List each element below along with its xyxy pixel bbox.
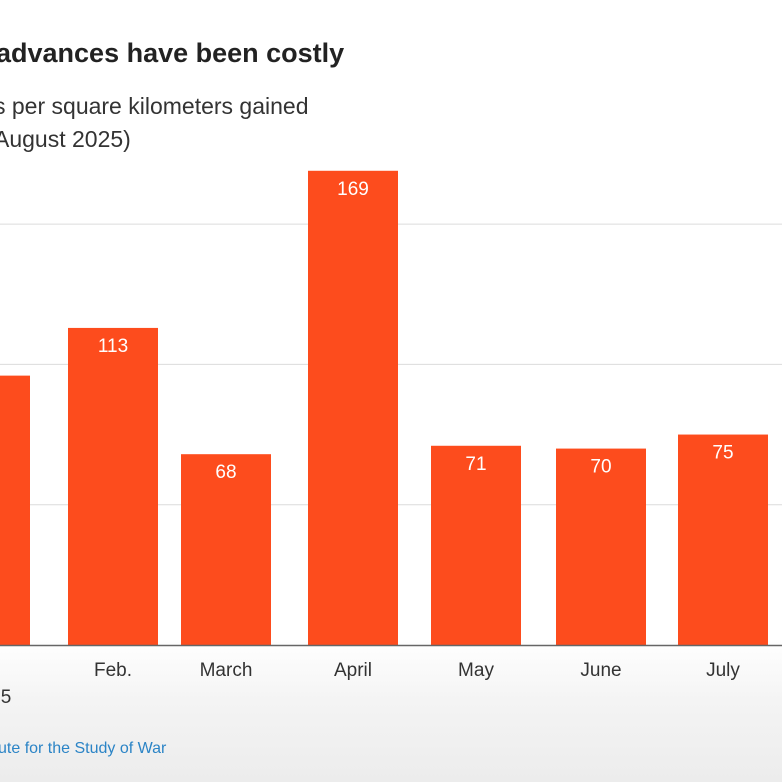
bar-value-label-3: 68	[215, 462, 236, 483]
bar-7[interactable]	[678, 434, 768, 645]
x-tick-sublabel-1: 5	[1, 687, 12, 708]
bar-value-label-6: 70	[590, 457, 611, 478]
source-credit[interactable]: ute for the Study of War	[0, 740, 167, 757]
chart-title: advances have been costly	[0, 38, 345, 68]
chart-subtitle-line-2: August 2025)	[0, 126, 131, 152]
x-tick-label-5: May	[458, 660, 494, 681]
x-tick-label-3: March	[200, 660, 253, 681]
bar-4[interactable]	[308, 170, 398, 645]
chart-subtitle-line-1: s per square kilometers gained	[0, 93, 309, 119]
x-tick-label-2: Feb.	[94, 660, 132, 681]
bar-6[interactable]	[556, 448, 646, 645]
bar-5[interactable]	[431, 445, 521, 645]
bar-3[interactable]	[181, 454, 271, 645]
bar-value-label-4: 169	[337, 179, 369, 200]
x-tick-label-7: July	[706, 660, 740, 681]
bar-1[interactable]	[0, 375, 30, 645]
bar-value-label-2: 113	[98, 336, 128, 357]
bars: 113 68 169 71 70 75	[0, 170, 768, 645]
x-tick-label-4: April	[334, 660, 372, 681]
bar-2[interactable]	[68, 327, 158, 645]
bar-value-label-5: 71	[465, 454, 486, 475]
bar-value-label-7: 75	[712, 443, 733, 464]
x-tick-label-6: June	[580, 660, 621, 681]
